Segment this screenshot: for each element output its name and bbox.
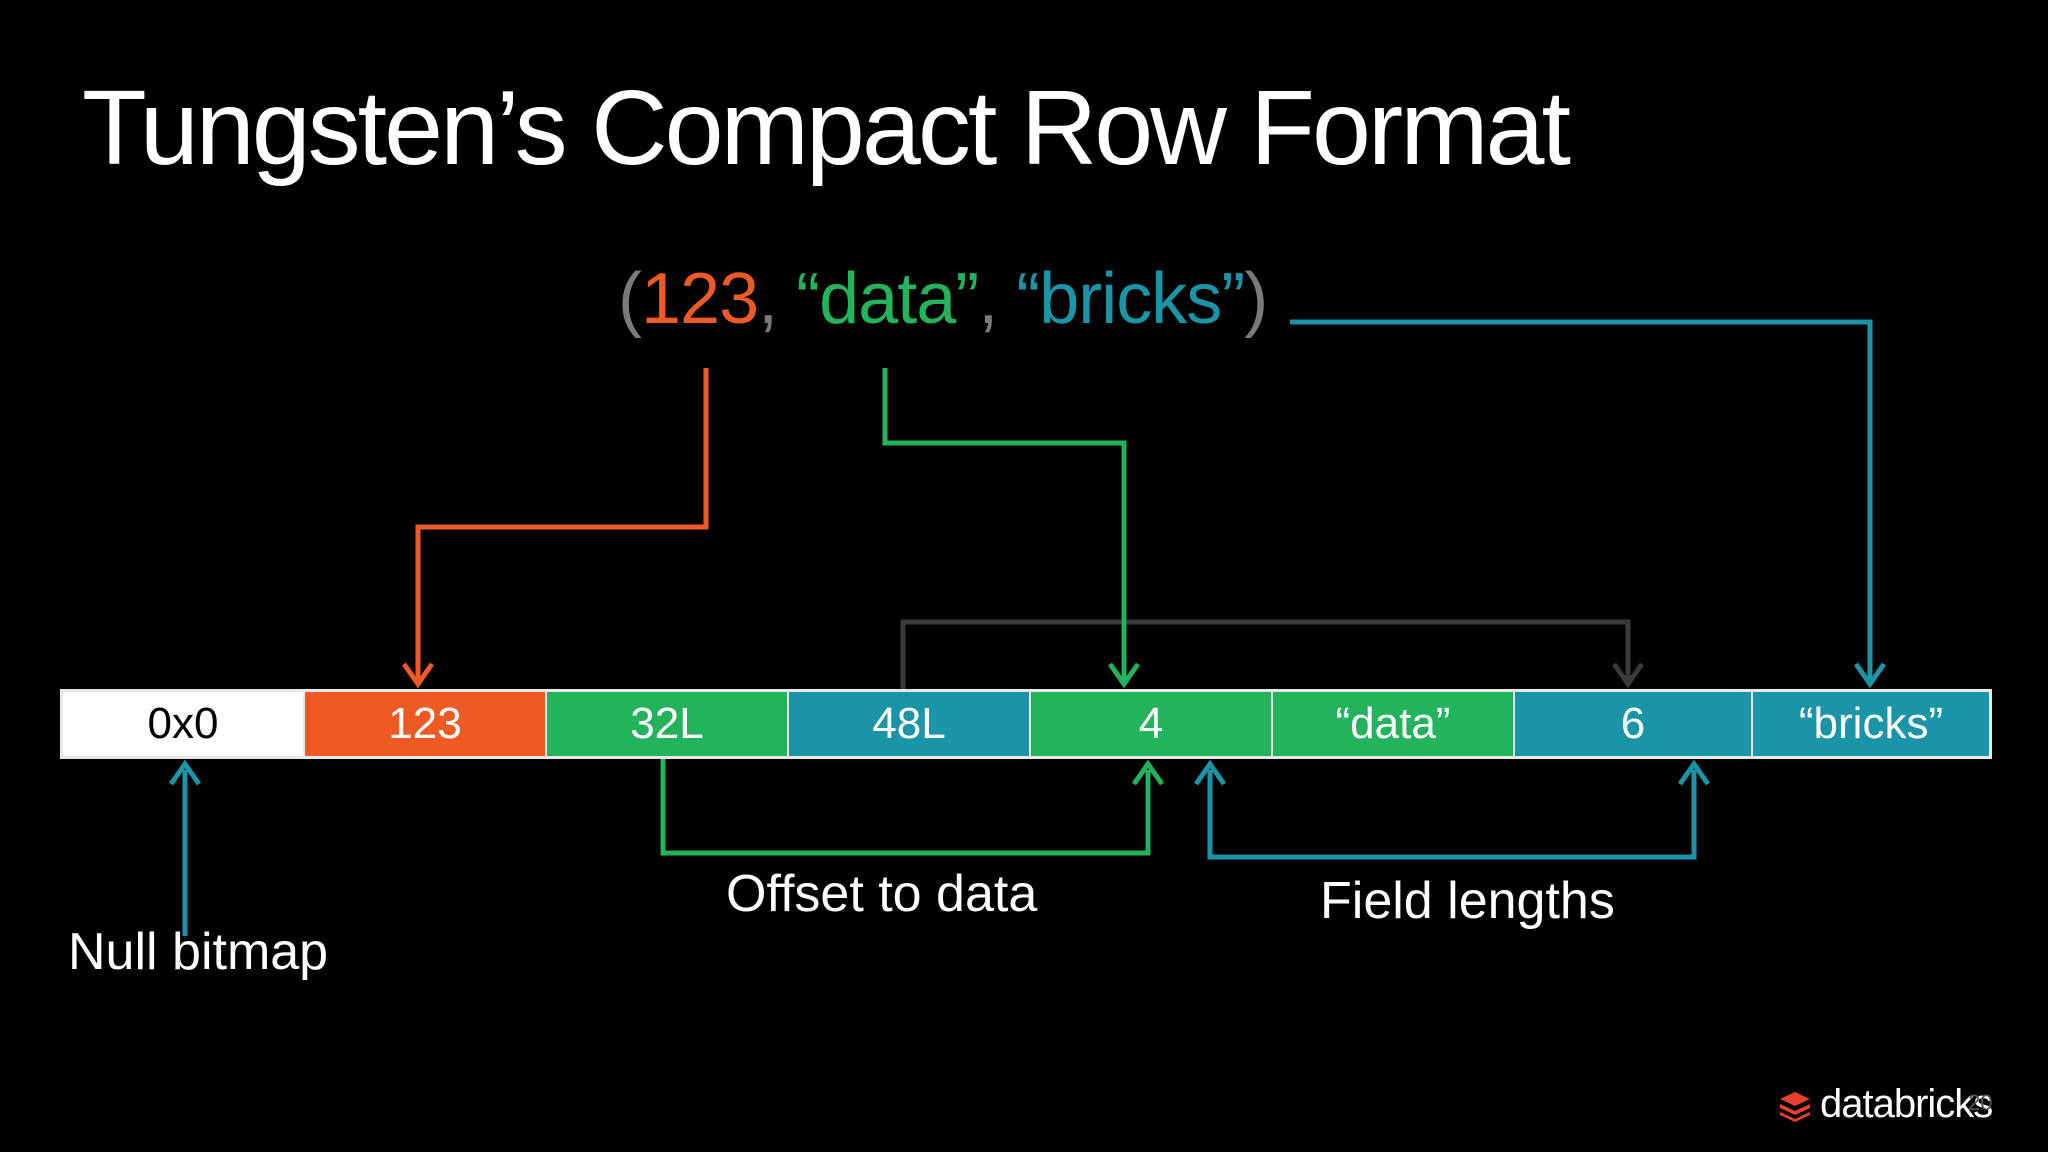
arrow-offset-to-data [660,759,1165,856]
row-cell-4: 4 [1031,692,1273,756]
row-cell-1: 123 [305,692,547,756]
tuple-expression: (123, “data”, “bricks”) [618,256,1268,342]
tuple-value-int: 123 [640,259,759,339]
tuple-value-data: “data” [796,259,979,339]
row-cell-2: 32L [547,692,789,756]
row-cell-0: 0x0 [63,692,305,756]
databricks-logo: databricks [1778,1082,1993,1127]
row-cell-7: “bricks” [1753,692,1989,756]
slide-title: Tungsten’s Compact Row Format [82,69,1571,187]
row-cell-5: “data” [1273,692,1515,756]
tuple-separator-1: , [758,259,797,339]
row-cell-6: 6 [1515,692,1753,756]
row-cell-3: 48L [789,692,1031,756]
page-number: 20 [1968,1090,1993,1115]
tuple-open-paren: ( [618,259,642,339]
label-field-lengths: Field lengths [1320,872,1615,930]
arrow-null-bitmap [168,759,202,936]
arrow-int-to-cell [401,368,709,689]
arrow-bricks-to-cell [1290,319,1887,689]
databricks-stack-icon [1780,1091,1810,1122]
tuple-separator-2: , [978,259,1017,339]
label-offset-to-data: Offset to data [726,865,1038,923]
tuple-value-bricks: “bricks” [1016,259,1245,339]
arrow-data-to-cell [882,368,1141,689]
databricks-wordmark: databricks [1820,1082,1993,1126]
label-null-bitmap: Null bitmap [68,923,329,981]
tuple-close-paren: ) [1244,259,1268,339]
row-format-bar: 0x0 123 32L 48L 4 “data” 6 “bricks” [60,689,1992,759]
arrow-field-lengths [1193,759,1711,860]
pointer-bracket [900,619,1645,690]
